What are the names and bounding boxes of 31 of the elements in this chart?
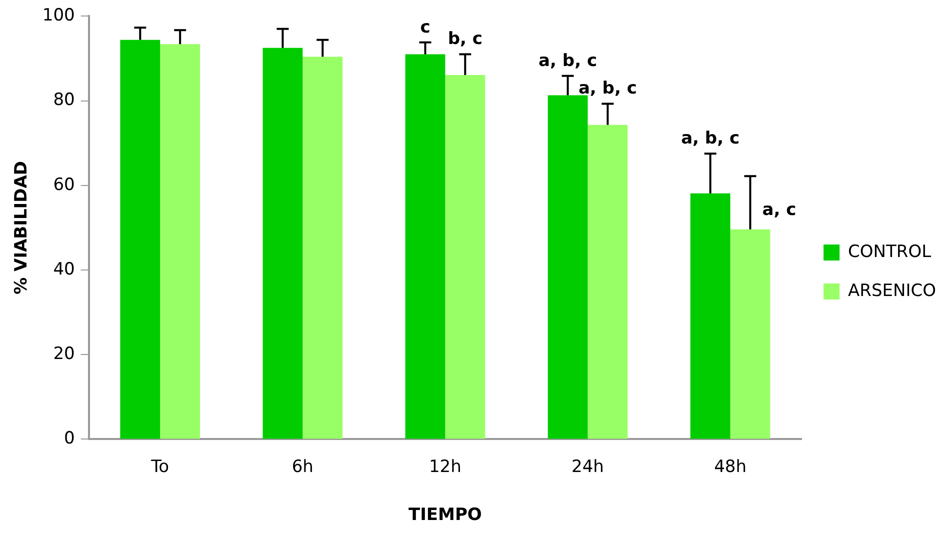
bar bbox=[262, 48, 303, 439]
y-axis-title: % VIABILIDAD bbox=[12, 160, 32, 294]
bar bbox=[548, 95, 588, 439]
x-tick-label: 24h bbox=[572, 456, 604, 477]
bar bbox=[588, 124, 628, 439]
y-tick-label: 100 bbox=[42, 6, 75, 26]
y-tick-label: 0 bbox=[64, 428, 75, 449]
data-label: a, b, c bbox=[681, 128, 740, 149]
legend-label: ARSENICO bbox=[848, 280, 936, 301]
x-tick-label: 6h bbox=[292, 456, 314, 477]
bar bbox=[160, 44, 200, 439]
data-label: c bbox=[420, 17, 430, 38]
data-label: a, c bbox=[762, 200, 796, 220]
bar bbox=[405, 54, 446, 439]
data-label: a, b, c bbox=[538, 50, 598, 71]
bar bbox=[302, 56, 343, 439]
x-tick-label: To bbox=[150, 456, 170, 477]
y-tick-label: 40 bbox=[53, 259, 75, 280]
y-tick-label: 20 bbox=[53, 344, 75, 364]
bar bbox=[690, 193, 730, 439]
bar bbox=[120, 40, 160, 439]
x-axis-title: TIEMPO bbox=[408, 505, 482, 526]
x-tick-label: 48h bbox=[714, 456, 746, 477]
y-tick-label: 60 bbox=[53, 174, 75, 195]
x-tick-label: 12h bbox=[428, 456, 462, 477]
bar bbox=[730, 229, 770, 439]
bar bbox=[445, 74, 486, 439]
y-tick-label: 80 bbox=[53, 90, 75, 110]
data-label: a, b, c bbox=[578, 78, 637, 99]
data-label: b, c bbox=[448, 29, 482, 50]
legend-label: CONTROL bbox=[848, 242, 932, 262]
